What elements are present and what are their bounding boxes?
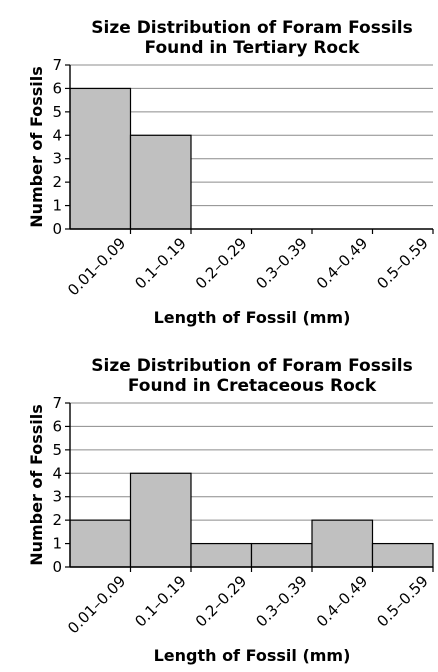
y-tick-label: 2 [52, 173, 62, 191]
x-tick-label: 0.01–0.09 [64, 234, 129, 299]
x-tick-label: 0.1–0.19 [131, 234, 190, 293]
y-tick-label: 3 [52, 150, 62, 168]
chart-subtitle: Found in Tertiary Rock [145, 38, 361, 58]
cretaceous-histogram: Size Distribution of Foram FossilsFound … [27, 356, 434, 665]
y-tick-label: 4 [52, 464, 62, 482]
y-tick-label: 6 [52, 417, 62, 435]
x-tick-label: 0.4–0.49 [313, 234, 372, 293]
x-tick-label: 0.5–0.59 [373, 572, 432, 631]
y-tick-label: 3 [52, 488, 62, 506]
y-tick-label: 1 [52, 535, 62, 553]
chart-title: Size Distribution of Foram Fossils [91, 18, 412, 38]
tertiary-histogram: Size Distribution of Foram FossilsFound … [27, 18, 434, 327]
chart-subtitle: Found in Cretaceous Rock [128, 376, 377, 396]
x-tick-label: 0.3–0.39 [252, 234, 311, 293]
y-tick-label: 5 [52, 441, 62, 459]
y-tick-label: 7 [52, 56, 62, 74]
x-tick-label: 0.1–0.19 [131, 572, 190, 631]
x-tick-label: 0.5–0.59 [373, 234, 432, 293]
bar [69, 87, 132, 230]
y-axis-label: Number of Fossils [27, 66, 46, 228]
x-tick-label: 0.2–0.29 [192, 234, 251, 293]
y-tick-label: 7 [52, 394, 62, 412]
x-tick-label: 0.01–0.09 [64, 572, 129, 637]
bar [129, 134, 192, 230]
y-tick-label: 5 [52, 103, 62, 121]
bar [371, 542, 434, 568]
chart-title: Size Distribution of Foram Fossils [91, 356, 412, 376]
bar [250, 542, 313, 568]
y-axis-label: Number of Fossils [27, 404, 46, 566]
bar [190, 542, 253, 568]
x-axis-label: Length of Fossil (mm) [154, 646, 351, 665]
bar [311, 519, 374, 568]
y-tick-label: 0 [52, 220, 62, 238]
x-tick-label: 0.4–0.49 [313, 572, 372, 631]
x-axis-label: Length of Fossil (mm) [154, 308, 351, 327]
bar [129, 472, 192, 568]
y-tick-label: 2 [52, 511, 62, 529]
x-tick-label: 0.2–0.29 [192, 572, 251, 631]
y-tick-label: 1 [52, 197, 62, 215]
y-tick-label: 0 [52, 558, 62, 576]
y-tick-label: 6 [52, 79, 62, 97]
y-tick-label: 4 [52, 126, 62, 144]
bar [69, 519, 132, 568]
x-tick-label: 0.3–0.39 [252, 572, 311, 631]
